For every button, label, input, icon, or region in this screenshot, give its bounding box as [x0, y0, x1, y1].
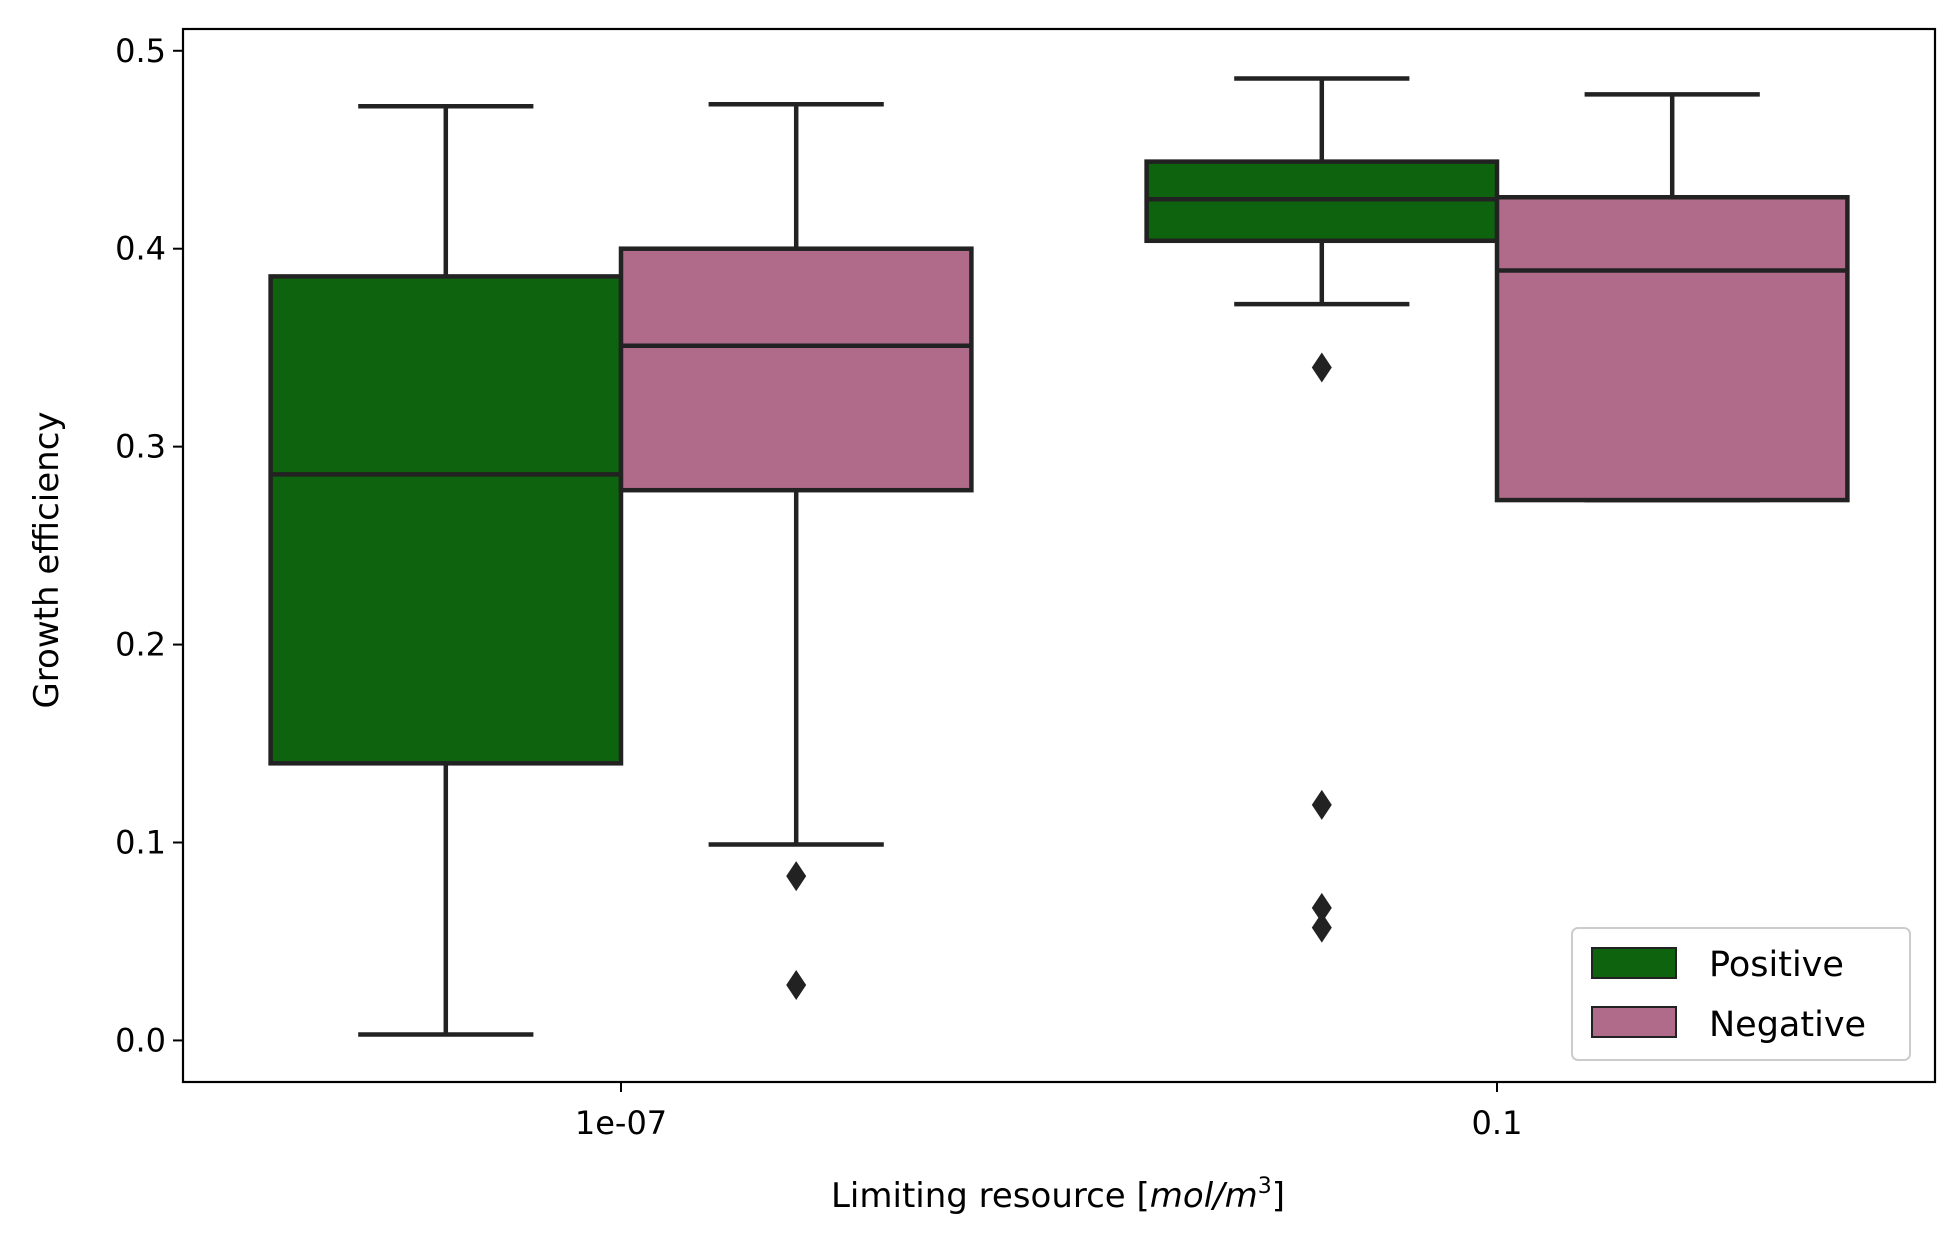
- outlier-point: [786, 861, 807, 892]
- y-tick-label: 0.4: [115, 230, 166, 268]
- axes: 0.0 0.1 0.2 0.3 0.4 0.5 1e-07 0.1: [115, 27, 1937, 1142]
- legend: Positive Negative: [1571, 927, 1911, 1061]
- y-tick-label: 0.1: [115, 824, 166, 862]
- y-axis-label: Growth efficiency: [27, 411, 67, 708]
- plot-frame: [181, 27, 1937, 1084]
- box-negative-0: [618, 101, 974, 1001]
- box-body: [1494, 194, 1850, 503]
- plot-area: [268, 76, 1850, 1037]
- outlier-point: [786, 970, 807, 1001]
- y-tick-label: 0.2: [115, 626, 166, 664]
- legend-label-negative: Negative: [1709, 1005, 1866, 1045]
- box-body: [268, 274, 624, 766]
- box-positive-1: [1144, 76, 1500, 943]
- legend-swatch-positive: [1591, 947, 1677, 979]
- x-axis-label: Limiting resource [mol/m3]: [831, 1174, 1285, 1216]
- legend-label-positive: Positive: [1709, 945, 1844, 985]
- legend-swatch-negative: [1591, 1006, 1677, 1038]
- x-tick-label: 0.1: [1472, 1104, 1523, 1142]
- box-positive-0: [268, 103, 624, 1037]
- x-axis-label-text: Limiting resource [: [831, 1176, 1150, 1216]
- box-negative-1: [1494, 92, 1850, 503]
- y-tick-label: 0.0: [115, 1021, 166, 1059]
- x-axis-label-end: ]: [1272, 1176, 1285, 1216]
- outlier-point: [1311, 892, 1332, 923]
- y-tick-label: 0.5: [115, 32, 166, 70]
- outlier-point: [1311, 912, 1332, 943]
- box-body: [618, 246, 974, 493]
- outlier-point: [1311, 352, 1332, 383]
- x-axis-label-unit: mol/m: [1150, 1176, 1258, 1216]
- y-tick-label: 0.3: [115, 428, 166, 466]
- outlier-point: [1311, 789, 1332, 820]
- x-tick-label: 1e-07: [575, 1104, 667, 1142]
- x-axis-label-sup: 3: [1258, 1174, 1272, 1199]
